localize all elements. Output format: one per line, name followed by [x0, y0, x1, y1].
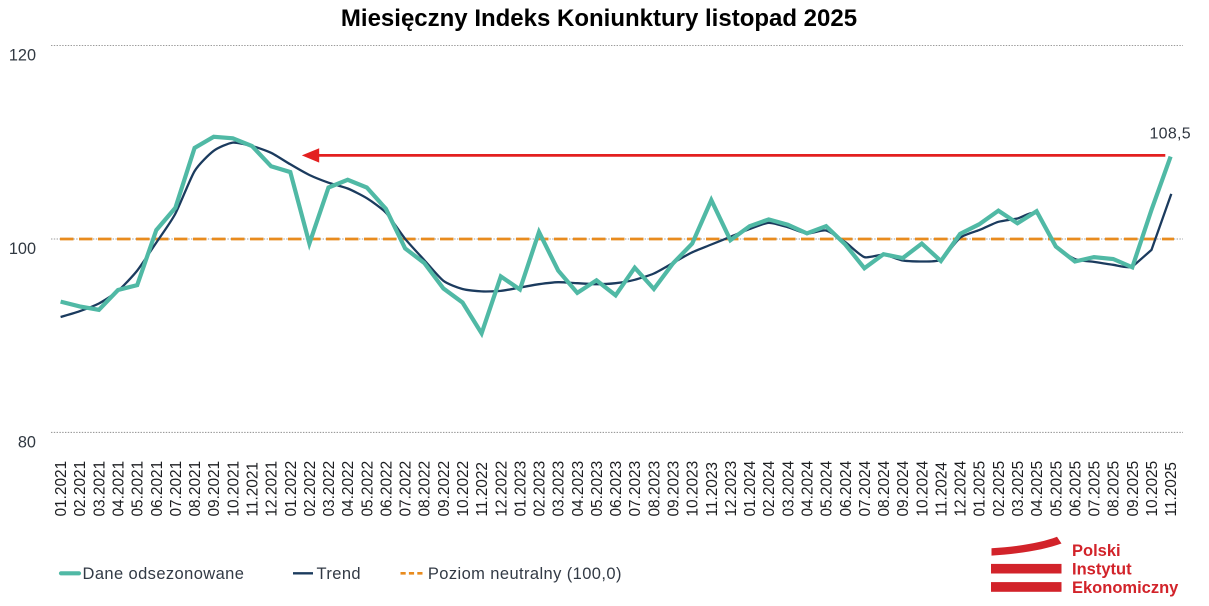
- svg-text:11.2025: 11.2025: [1163, 462, 1180, 517]
- svg-text:Instytut: Instytut: [1072, 561, 1132, 579]
- svg-text:03.2024: 03.2024: [780, 460, 797, 516]
- svg-text:Trend: Trend: [317, 565, 362, 583]
- svg-text:11.2024: 11.2024: [933, 462, 950, 517]
- svg-text:12.2024: 12.2024: [953, 460, 970, 516]
- svg-text:10.2022: 10.2022: [455, 461, 472, 517]
- svg-text:11.2022: 11.2022: [474, 462, 491, 517]
- svg-text:12.2021: 12.2021: [264, 461, 281, 517]
- svg-text:Miesięczny Indeks Koniunktury: Miesięczny Indeks Koniunktury listopad 2…: [341, 5, 857, 32]
- svg-text:01.2024: 01.2024: [742, 460, 759, 516]
- svg-text:08.2024: 08.2024: [876, 460, 893, 516]
- svg-text:11.2023: 11.2023: [704, 462, 721, 517]
- svg-text:80: 80: [18, 433, 36, 451]
- svg-text:05.2021: 05.2021: [130, 461, 147, 517]
- svg-text:05.2022: 05.2022: [359, 461, 376, 517]
- svg-text:11.2021: 11.2021: [245, 462, 262, 517]
- svg-text:03.2021: 03.2021: [91, 461, 108, 517]
- svg-text:06.2024: 06.2024: [838, 460, 855, 516]
- svg-text:02.2023: 02.2023: [532, 461, 549, 517]
- svg-text:Dane odsezonowane: Dane odsezonowane: [83, 565, 245, 583]
- svg-text:108,5: 108,5: [1149, 126, 1191, 143]
- svg-text:07.2021: 07.2021: [168, 461, 185, 517]
- svg-text:07.2024: 07.2024: [857, 460, 874, 516]
- svg-text:06.2023: 06.2023: [608, 461, 625, 517]
- svg-text:03.2023: 03.2023: [551, 461, 568, 517]
- svg-text:06.2022: 06.2022: [378, 461, 395, 517]
- svg-text:08.2022: 08.2022: [417, 461, 434, 517]
- svg-text:07.2023: 07.2023: [627, 461, 644, 517]
- svg-text:Poziom neutralny (100,0): Poziom neutralny (100,0): [428, 565, 622, 583]
- svg-text:05.2024: 05.2024: [819, 460, 836, 516]
- svg-text:100: 100: [9, 240, 36, 258]
- svg-text:08.2021: 08.2021: [187, 461, 204, 517]
- svg-text:Ekonomiczny: Ekonomiczny: [1072, 579, 1179, 597]
- svg-text:09.2021: 09.2021: [206, 461, 223, 517]
- svg-text:07.2025: 07.2025: [1087, 461, 1104, 517]
- svg-text:02.2024: 02.2024: [761, 460, 778, 516]
- svg-text:10.2021: 10.2021: [225, 461, 242, 517]
- svg-text:06.2025: 06.2025: [1067, 461, 1084, 517]
- svg-text:02.2021: 02.2021: [72, 461, 89, 517]
- svg-text:01.2023: 01.2023: [512, 461, 529, 517]
- svg-text:02.2025: 02.2025: [991, 461, 1008, 517]
- svg-text:120: 120: [9, 47, 36, 65]
- svg-text:10.2023: 10.2023: [685, 461, 702, 517]
- svg-text:06.2021: 06.2021: [149, 461, 166, 517]
- svg-text:03.2025: 03.2025: [1010, 461, 1027, 517]
- svg-text:04.2025: 04.2025: [1029, 461, 1046, 517]
- svg-text:04.2023: 04.2023: [570, 461, 587, 517]
- svg-text:03.2022: 03.2022: [321, 461, 338, 517]
- svg-text:01.2021: 01.2021: [53, 461, 70, 517]
- svg-text:12.2023: 12.2023: [723, 461, 740, 517]
- svg-text:Polski: Polski: [1072, 542, 1121, 560]
- svg-text:08.2023: 08.2023: [646, 461, 663, 517]
- svg-text:09.2025: 09.2025: [1125, 461, 1142, 517]
- svg-text:05.2023: 05.2023: [589, 461, 606, 517]
- svg-text:04.2021: 04.2021: [111, 461, 128, 517]
- svg-text:01.2025: 01.2025: [972, 461, 989, 517]
- svg-text:04.2024: 04.2024: [800, 460, 817, 516]
- svg-text:09.2023: 09.2023: [666, 461, 683, 517]
- svg-text:01.2022: 01.2022: [283, 461, 300, 517]
- svg-text:02.2022: 02.2022: [302, 461, 319, 517]
- svg-text:09.2024: 09.2024: [895, 460, 912, 516]
- svg-text:09.2022: 09.2022: [436, 461, 453, 517]
- svg-text:10.2025: 10.2025: [1144, 461, 1161, 517]
- svg-text:10.2024: 10.2024: [914, 460, 931, 516]
- svg-text:07.2022: 07.2022: [398, 461, 415, 517]
- svg-text:12.2022: 12.2022: [493, 461, 510, 517]
- svg-text:05.2025: 05.2025: [1048, 461, 1065, 517]
- svg-text:08.2025: 08.2025: [1106, 461, 1123, 517]
- svg-text:04.2022: 04.2022: [340, 461, 357, 517]
